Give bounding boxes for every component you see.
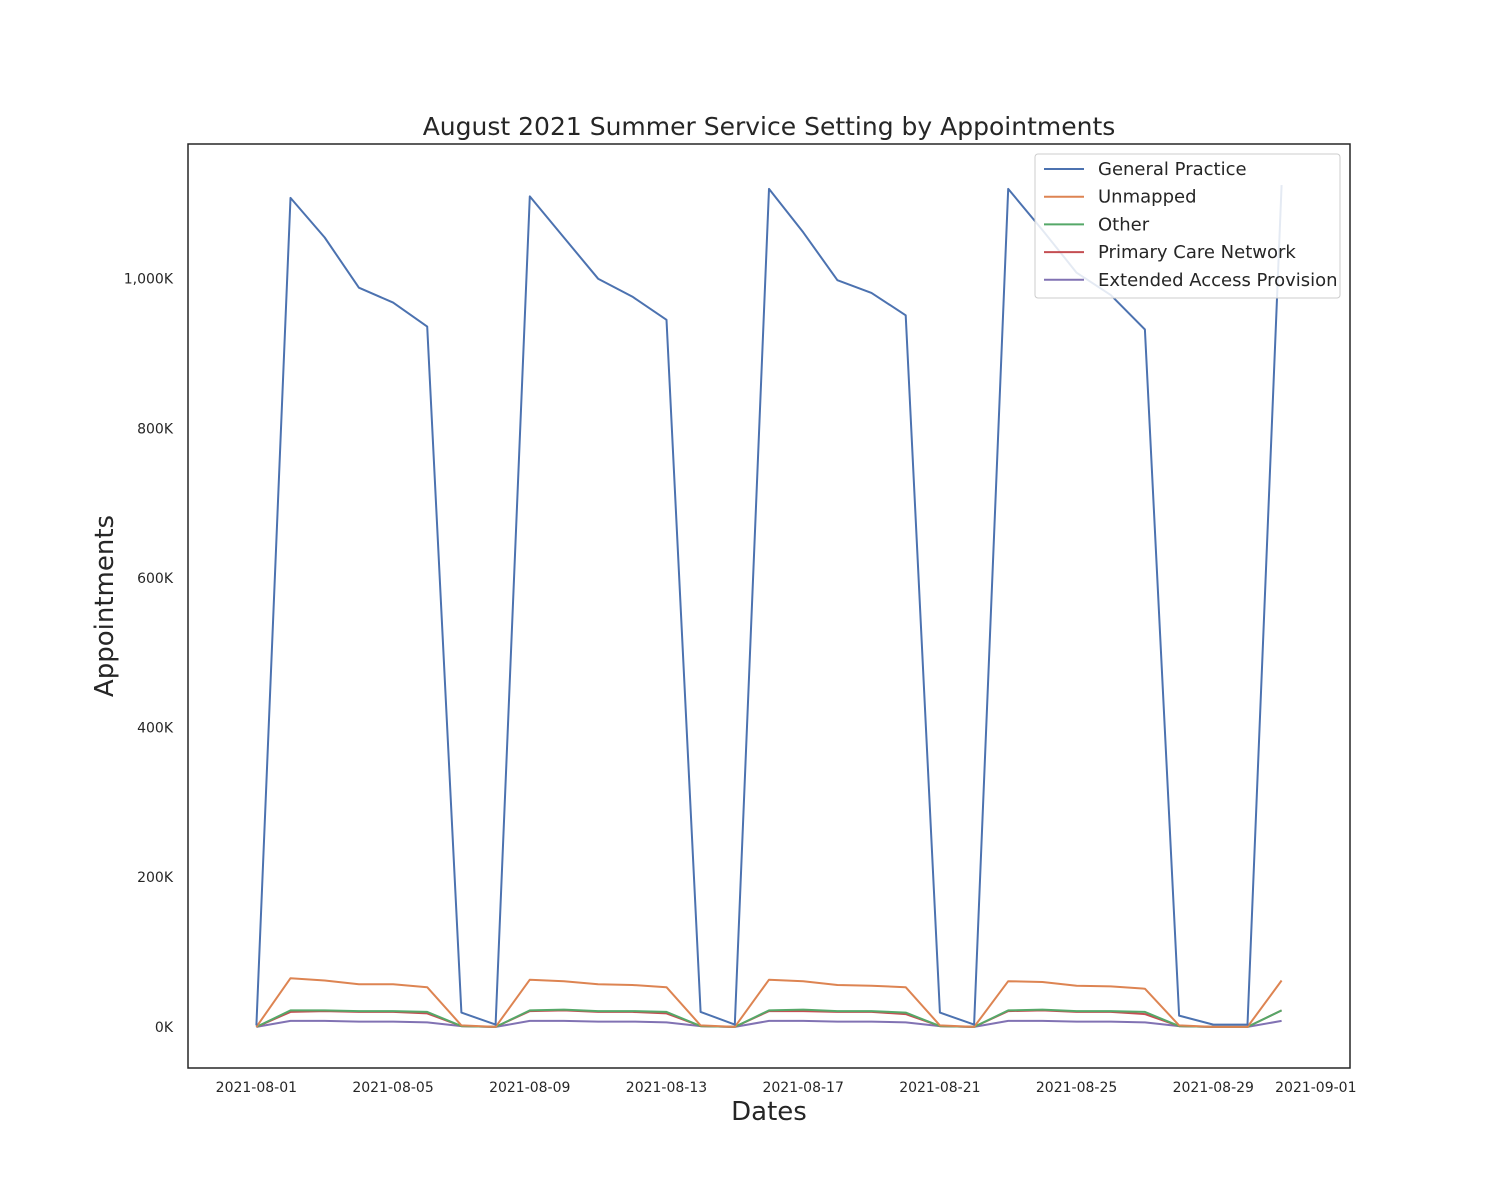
x-tick-label: 2021-08-13 [626, 1080, 707, 1096]
y-tick-label: 400K [137, 721, 174, 737]
x-tick-label: 2021-08-09 [489, 1080, 570, 1096]
legend-label: General Practice [1098, 159, 1247, 180]
y-axis-tick-labels: 0K 200K 400K 600K 800K 1,000K [124, 272, 174, 1036]
x-tick-label: 2021-08-01 [216, 1080, 297, 1096]
legend: General Practice Unmapped Other Primary Car… [1034, 153, 1341, 299]
y-tick-label: 1,000K [124, 272, 174, 288]
x-tick-label: 2021-08-25 [1036, 1080, 1117, 1096]
y-tick-label: 600K [137, 571, 174, 587]
legend-label: Unmapped [1098, 187, 1197, 208]
plot-area-frame [187, 143, 1351, 1069]
legend-label: Primary Care Network [1098, 242, 1296, 263]
chart-title: August 2021 Summer Service Setting by Ap… [423, 112, 1116, 141]
y-tick-label: 800K [137, 421, 174, 437]
x-tick-label: 2021-08-29 [1173, 1080, 1254, 1096]
series-line-general-practice [255, 185, 1283, 1026]
x-tick-label: 2021-08-05 [352, 1080, 433, 1096]
series-line-extended-access-provision [256, 1019, 1282, 1028]
series-line-primary-care-network [255, 1009, 1283, 1028]
x-axis-title: Dates [731, 1097, 807, 1127]
series-line-unmapped [255, 977, 1283, 1028]
legend-label: Other [1098, 214, 1150, 235]
x-axis-tick-labels: 2021-08-01 2021-08-05 2021-08-09 2021-08-13… [216, 1080, 1357, 1096]
y-tick-label: 0K [155, 1020, 174, 1036]
x-tick-label: 2021-09-01 [1275, 1080, 1356, 1096]
x-tick-label: 2021-08-21 [899, 1080, 980, 1096]
x-tick-label: 2021-08-17 [762, 1080, 843, 1096]
y-axis-title: Appointments [90, 515, 120, 697]
legend-label: Extended Access Provision [1098, 270, 1338, 291]
series-line-other [255, 1008, 1283, 1028]
legend-box [1034, 153, 1341, 299]
series-lines [255, 185, 1283, 1028]
y-tick-label: 200K [137, 870, 174, 886]
